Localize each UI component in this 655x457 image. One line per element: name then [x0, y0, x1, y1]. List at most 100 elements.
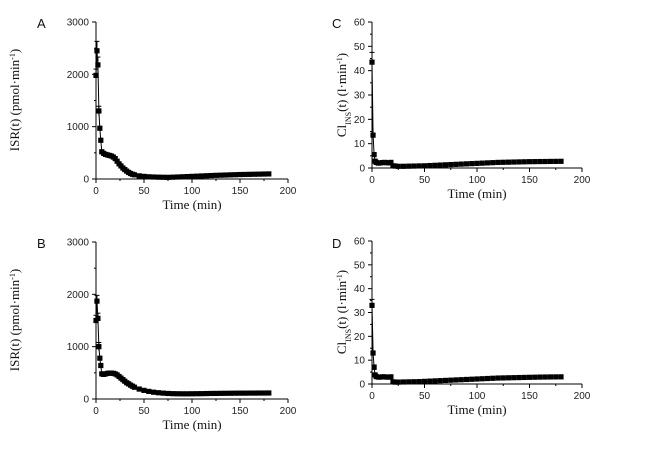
data-point — [151, 390, 156, 395]
data-point — [406, 164, 411, 169]
y-tick-label: 50 — [354, 42, 366, 53]
x-tick-label: 0 — [93, 186, 99, 197]
x-tick-label: 150 — [521, 175, 538, 186]
data-point — [218, 391, 223, 396]
x-tick-label: 50 — [419, 175, 431, 186]
data-point — [161, 391, 166, 396]
x-tick-label: 200 — [280, 186, 297, 197]
data-point — [372, 365, 377, 370]
x-tick-label: 0 — [93, 406, 99, 417]
data-point — [266, 390, 271, 395]
data-point — [448, 162, 453, 167]
x-axis-label: Time (min) — [447, 186, 506, 201]
data-point — [165, 175, 170, 180]
data-point — [194, 174, 199, 179]
data-point — [443, 378, 448, 383]
data-point — [558, 374, 563, 379]
data-point — [204, 391, 209, 396]
x-tick-label: 50 — [419, 391, 431, 402]
x-tick-label: 150 — [232, 186, 249, 197]
data-point — [151, 174, 156, 179]
data-point — [427, 163, 432, 168]
y-axis-label-part: ) — [334, 53, 349, 57]
x-tick-label: 100 — [184, 186, 201, 197]
y-tick-label: 2000 — [67, 70, 90, 81]
y-axis-label-part: ISR(t) (pmol·min — [7, 59, 22, 151]
y-tick-label: 30 — [354, 91, 366, 102]
data-point — [189, 174, 194, 179]
data-point — [247, 172, 252, 177]
x-tick-label: 50 — [138, 186, 150, 197]
data-point — [165, 391, 170, 396]
data-point — [132, 172, 137, 177]
data-point — [97, 126, 102, 131]
data-point — [266, 171, 271, 176]
data-point — [501, 160, 506, 165]
data-point — [247, 390, 252, 395]
data-point — [161, 175, 166, 180]
data-point — [490, 160, 495, 165]
data-point — [146, 174, 151, 179]
data-point — [422, 163, 427, 168]
data-point — [417, 379, 422, 384]
y-axis-label-part: ) — [334, 270, 349, 274]
x-tick-label: 150 — [232, 406, 249, 417]
data-point — [548, 374, 553, 379]
x-tick-label: 200 — [280, 406, 297, 417]
data-point — [141, 388, 146, 393]
data-point — [372, 152, 377, 157]
data-point — [469, 161, 474, 166]
data-point — [532, 159, 537, 164]
figure: A0 50 100 150 2000100020003000Time (min)ISR(… — [0, 0, 655, 457]
x-axis-label: Time (min) — [447, 402, 506, 417]
y-tick-label: 20 — [354, 115, 366, 126]
data-point — [170, 391, 175, 396]
x-tick-label: 200 — [574, 175, 591, 186]
data-point — [506, 160, 511, 165]
data-point — [448, 378, 453, 383]
data-point — [242, 172, 247, 177]
data-point — [388, 374, 393, 379]
data-point — [511, 159, 516, 164]
data-point — [422, 379, 427, 384]
data-point — [432, 378, 437, 383]
data-point — [204, 173, 209, 178]
data-point — [194, 391, 199, 396]
x-tick-label: 100 — [469, 391, 486, 402]
data-point — [223, 172, 228, 177]
data-point — [543, 374, 548, 379]
x-tick-label: 200 — [574, 391, 591, 402]
x-tick-label: 0 — [369, 391, 375, 402]
data-point — [474, 161, 479, 166]
y-tick-label: 0 — [83, 395, 89, 406]
data-point — [501, 375, 506, 380]
y-tick-label: 40 — [354, 66, 366, 77]
y-tick-label: 1000 — [67, 122, 90, 133]
data-point — [137, 386, 142, 391]
data-point — [185, 174, 190, 179]
data-point — [480, 376, 485, 381]
y-axis-label: ISR(t) (pmol·min-1) — [7, 269, 22, 371]
data-point — [527, 375, 532, 380]
data-point — [495, 375, 500, 380]
y-axis-label-part: INS — [344, 329, 353, 342]
x-tick-label: 150 — [521, 391, 538, 402]
y-axis-label-part: (t) (l·min — [334, 280, 349, 329]
y-tick-label: 40 — [354, 284, 366, 295]
data-point — [96, 344, 101, 349]
data-point — [97, 356, 102, 361]
x-tick-label: 100 — [469, 175, 486, 186]
data-point — [156, 175, 161, 180]
data-point — [141, 174, 146, 179]
data-point — [242, 391, 247, 396]
y-axis-label-part: -1 — [8, 53, 17, 60]
data-point — [96, 108, 101, 113]
data-point — [370, 133, 375, 138]
data-point — [406, 379, 411, 384]
data-point — [237, 172, 242, 177]
data-point — [438, 378, 443, 383]
y-tick-label: 30 — [354, 308, 366, 319]
data-point — [537, 374, 542, 379]
panel-label: B — [37, 236, 46, 251]
